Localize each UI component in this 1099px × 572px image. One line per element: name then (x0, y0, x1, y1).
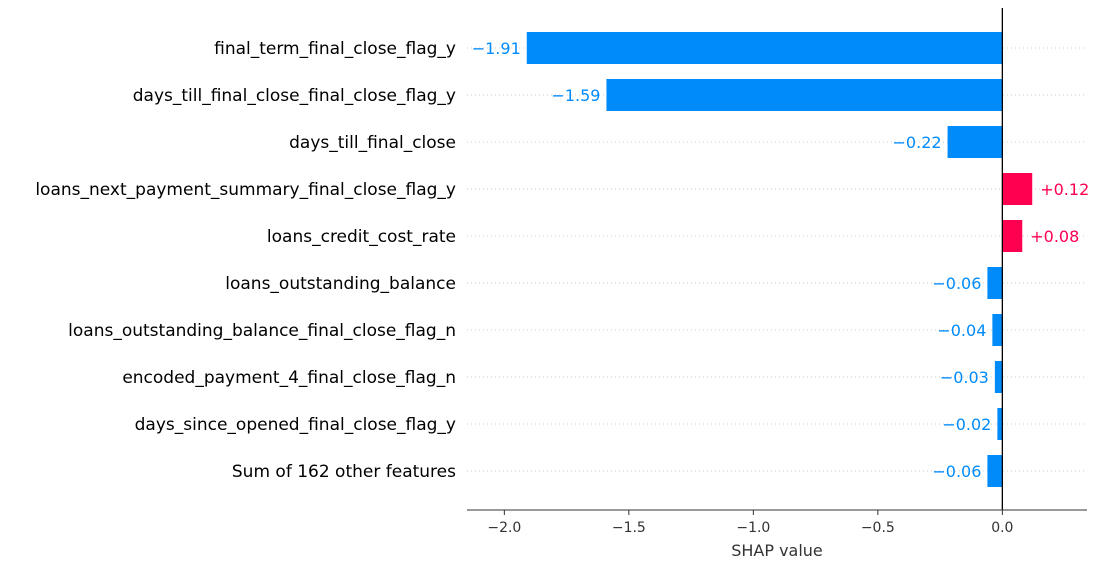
bar (997, 408, 1003, 440)
value-label: −0.06 (932, 462, 981, 481)
bar (987, 267, 1003, 299)
feature-label: days_since_opened_final_close_flag_y (135, 415, 456, 435)
value-label: −0.22 (893, 133, 942, 152)
bar (947, 126, 1003, 158)
feature-label: encoded_payment_4_final_close_flag_n (122, 368, 456, 388)
feature-label: days_till_final_close (289, 133, 456, 153)
bar (994, 361, 1003, 393)
feature-label: loans_credit_cost_rate (267, 227, 456, 247)
row-guides (467, 47, 1087, 472)
feature-label: loans_outstanding_balance (225, 274, 456, 294)
x-tick-label: −0.5 (861, 520, 895, 536)
bar (1002, 220, 1023, 252)
feature-label: final_term_final_close_flag_y (214, 39, 456, 59)
value-label: −1.91 (472, 39, 521, 58)
x-axis-label: SHAP value (731, 541, 823, 560)
x-tick-label: −1.0 (736, 520, 770, 536)
value-label: −1.59 (551, 86, 600, 105)
bars (526, 32, 1033, 487)
value-labels: −1.91 −1.59 −0.22 +0.12 +0.08 −0.06 −0.04 −0.03… (472, 39, 1090, 481)
x-tick-label: −1.5 (612, 520, 646, 536)
value-label: −0.06 (932, 274, 981, 293)
feature-label: loans_next_payment_summary_final_close_f… (35, 180, 456, 200)
feature-labels: final_term_final_close_flag_y days_till_f… (35, 39, 456, 482)
x-axis: −2.0 −1.5 −1.0 −0.5 0.0 (467, 509, 1087, 536)
bar (992, 314, 1003, 346)
bar (1002, 173, 1033, 205)
value-label: +0.12 (1040, 180, 1089, 199)
value-label: −0.03 (940, 368, 989, 387)
bar (526, 32, 1003, 64)
feature-label: days_till_final_close_final_close_flag_y (133, 86, 456, 106)
bar (987, 455, 1003, 487)
feature-label: loans_outstanding_balance_final_close_fl… (68, 321, 456, 341)
feature-label: Sum of 162 other features (232, 462, 456, 482)
value-label: −0.04 (937, 321, 986, 340)
x-tick-label: −2.0 (487, 520, 521, 536)
value-label: +0.08 (1030, 227, 1079, 246)
bar (606, 79, 1003, 111)
value-label: −0.02 (942, 415, 991, 434)
x-tick-label: 0.0 (991, 520, 1013, 536)
